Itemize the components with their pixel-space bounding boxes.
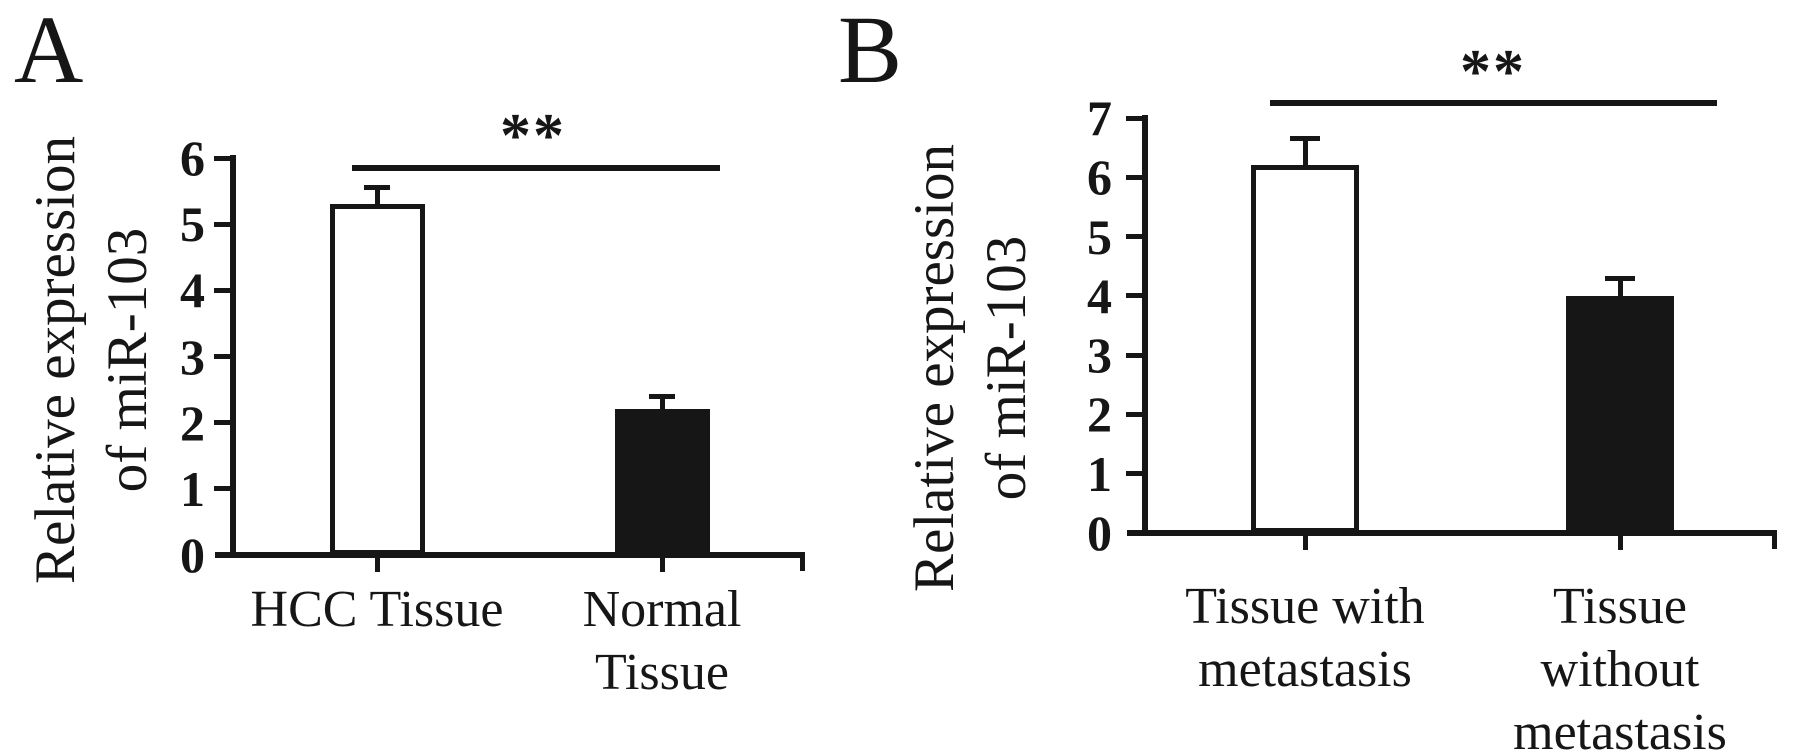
bar [1251, 165, 1359, 533]
y-tick [214, 354, 230, 359]
y-axis [1142, 115, 1148, 536]
y-tick [1126, 352, 1142, 358]
bar [614, 409, 710, 555]
error-bar-whisker [1302, 138, 1308, 166]
error-bar-whisker [374, 187, 380, 205]
category-label-line: without [1540, 641, 1700, 698]
x-axis [1127, 530, 1777, 536]
x-axis-end-tick [800, 555, 805, 571]
category-label-line: metastasis [1513, 704, 1727, 755]
y-axis-label-line: of miR-103 [975, 235, 1038, 501]
y-tick [214, 287, 230, 293]
y-tick-label: 6 [180, 130, 205, 186]
error-bar-cap [1605, 275, 1635, 281]
error-bar-cap [1290, 136, 1320, 142]
y-tick [214, 221, 230, 227]
panel-letter-b: B [838, 0, 903, 103]
panel-letter-a: A [14, 0, 84, 103]
y-tick-label: 5 [1087, 208, 1112, 265]
category-label: Normal Tissue [402, 578, 922, 704]
category-tick [1617, 536, 1623, 550]
y-tick-label: 3 [1087, 327, 1112, 384]
y-tick [214, 486, 230, 492]
y-tick-label: 7 [1087, 90, 1112, 146]
y-tick-label: 2 [180, 394, 205, 451]
y-tick-label: 3 [180, 328, 205, 385]
y-axis [230, 155, 236, 558]
category-label-line: HCC Tissue [250, 581, 504, 638]
bar [329, 204, 425, 555]
y-tick-label: 0 [1087, 505, 1112, 561]
x-axis [215, 552, 805, 558]
y-tick [1126, 115, 1142, 121]
category-label: Tissue with metastasis [1045, 575, 1565, 701]
error-bar-cap [649, 393, 675, 399]
category-tick [659, 558, 665, 572]
bar [1566, 295, 1674, 533]
y-tick [1126, 293, 1142, 299]
y-axis-label-line: Relative expression [24, 136, 87, 584]
y-tick-label: 6 [1087, 149, 1112, 206]
y-tick-label: 2 [1087, 386, 1112, 443]
significance-stars: ** [500, 102, 566, 170]
y-tick [1126, 471, 1142, 477]
error-bar-whisker [1617, 278, 1623, 296]
y-tick-label: 0 [180, 527, 205, 583]
y-axis-label-line: of miR-103 [96, 227, 159, 493]
significance-line [352, 165, 720, 171]
y-tick [214, 420, 230, 426]
category-label-line: Tissue [595, 644, 729, 701]
category-label-line: Tissue [1553, 578, 1687, 635]
error-bar-whisker [659, 396, 665, 410]
category-label: HCC Tissue [117, 578, 637, 641]
y-tick-label: 5 [180, 196, 205, 253]
significance-line [1270, 100, 1717, 106]
x-axis-end-tick [1772, 533, 1777, 549]
category-tick [374, 558, 380, 572]
y-tick [1126, 234, 1142, 240]
y-axis-label: Relative expression of miR-103 [20, 30, 164, 690]
y-axis-label: Relative expression of miR-103 [899, 38, 1043, 698]
category-tick [1302, 536, 1308, 550]
y-tick [214, 155, 230, 161]
category-label-line: Normal [582, 581, 742, 638]
category-label-line: metastasis [1198, 641, 1412, 698]
y-tick-label: 1 [180, 460, 205, 517]
y-tick [1126, 411, 1142, 417]
category-label: Tissue without metastasis [1360, 575, 1795, 755]
y-axis-label-line: Relative expression [903, 144, 966, 592]
error-bar-cap [364, 185, 390, 191]
y-tick-label: 4 [180, 262, 205, 319]
significance-stars: ** [1460, 38, 1526, 106]
y-tick-label: 4 [1087, 267, 1112, 324]
y-tick-label: 1 [1087, 445, 1112, 502]
y-tick [1126, 174, 1142, 180]
category-label-line: Tissue with [1185, 578, 1425, 635]
